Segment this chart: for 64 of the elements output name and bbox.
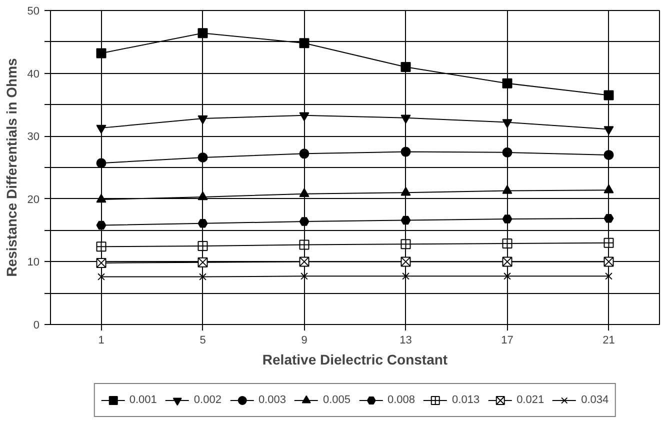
point <box>400 62 411 72</box>
point <box>502 78 512 88</box>
point <box>198 152 208 162</box>
point <box>504 272 511 280</box>
point <box>402 272 410 280</box>
x-tick-label: 5 <box>200 334 206 346</box>
point <box>199 273 206 280</box>
point <box>502 185 512 194</box>
point <box>96 124 106 134</box>
point <box>96 242 106 252</box>
legend-label: 0.005 <box>322 394 350 406</box>
point <box>96 194 106 203</box>
point <box>198 115 208 124</box>
point <box>502 147 512 158</box>
point <box>400 239 411 250</box>
point <box>400 146 411 157</box>
y-tick-label: 10 <box>27 256 40 269</box>
point <box>502 238 512 248</box>
point <box>299 112 310 122</box>
point <box>502 214 512 224</box>
point <box>502 119 512 128</box>
point <box>198 218 208 228</box>
legend-label: 0.001 <box>129 394 157 406</box>
y-tick-label: 50 <box>27 6 40 18</box>
x-tick-label: 17 <box>501 334 514 346</box>
x-axis-title: Relative Dielectric Constant <box>262 352 448 368</box>
point <box>604 184 614 194</box>
point <box>198 28 208 38</box>
point <box>604 90 614 100</box>
x-tick-label: 9 <box>301 334 308 346</box>
point <box>605 272 612 280</box>
legend-label: 0.003 <box>258 394 286 406</box>
point <box>400 186 411 196</box>
y-axis-title: Resistance Differentials in Ohms <box>3 58 20 277</box>
y-tick-label: 30 <box>27 131 40 144</box>
x-tick-label: 13 <box>400 334 412 346</box>
y-tick-label: 20 <box>27 194 40 206</box>
point <box>300 272 308 280</box>
y-tick-label: 40 <box>27 68 40 80</box>
point <box>299 38 310 48</box>
x-tick-label: 21 <box>602 334 615 346</box>
point <box>96 48 106 58</box>
point <box>299 188 310 197</box>
point <box>604 214 614 223</box>
point <box>198 241 208 251</box>
point <box>96 158 106 168</box>
legend-label: 0.002 <box>194 394 222 406</box>
point <box>604 150 614 160</box>
point <box>400 216 411 225</box>
point <box>299 240 310 250</box>
legend-label: 0.013 <box>452 394 480 406</box>
point <box>96 220 106 230</box>
point <box>400 114 411 124</box>
point <box>98 273 105 280</box>
point <box>604 126 614 135</box>
point <box>604 238 614 248</box>
legend-label: 0.021 <box>516 394 544 406</box>
point <box>299 148 310 159</box>
point <box>198 191 208 200</box>
x-tick-label: 1 <box>98 334 104 346</box>
y-tick-label: 0 <box>33 320 40 332</box>
legend-label: 0.034 <box>581 394 609 406</box>
legend-label: 0.008 <box>388 394 416 406</box>
point <box>299 217 310 226</box>
